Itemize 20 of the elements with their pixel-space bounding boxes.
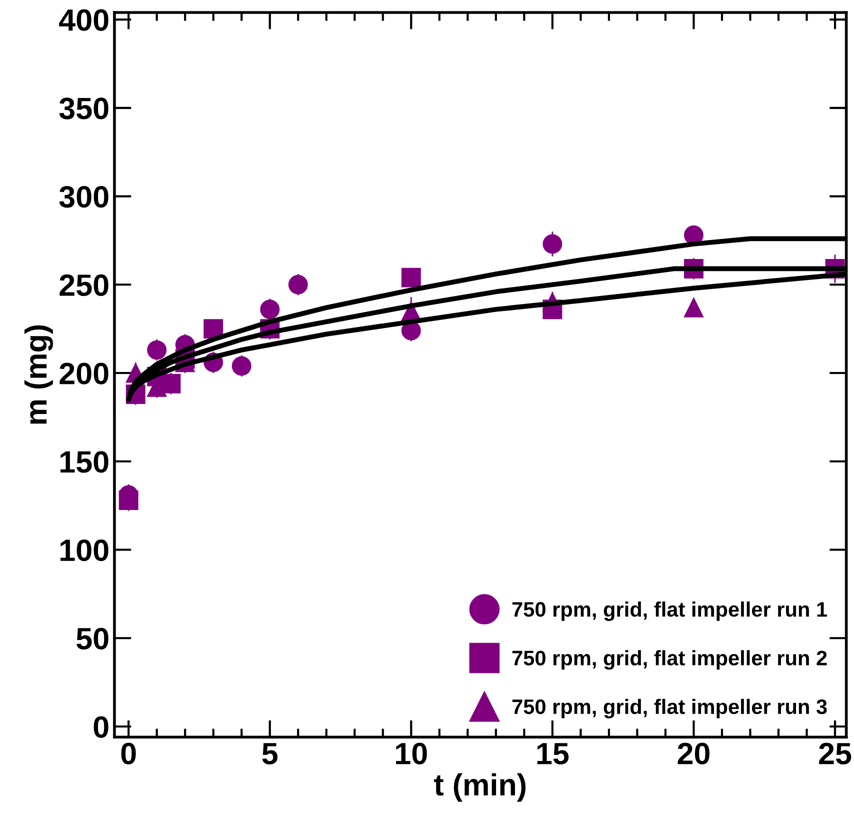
y-tick-label: 150	[60, 451, 108, 473]
legend-label: 750 rpm, grid, flat impeller run 3	[512, 698, 827, 718]
y-axis-title: m (mg)	[24, 325, 54, 424]
y-tick-label: 100	[60, 539, 108, 562]
y-tick-label: 50	[76, 628, 108, 650]
y-tick-label: 400	[59, 9, 108, 31]
x-axis-title: t (min)	[434, 773, 526, 802]
x-tick-label: 0	[121, 742, 136, 764]
y-tick-label: 300	[59, 186, 108, 208]
legend-label: 750 rpm, grid, flat impeller run 2	[512, 650, 827, 670]
x-tick-label: 15	[537, 743, 569, 764]
y-tick-label: 200	[60, 362, 108, 384]
x-tick-label: 10	[396, 742, 427, 764]
x-tick-label: 25	[819, 742, 852, 764]
x-tick-label: 20	[678, 742, 710, 764]
y-tick-label: 350	[59, 98, 108, 120]
legend-label: 750 rpm, grid, flat impeller run 1	[512, 601, 827, 621]
y-tick-label: 0	[94, 716, 108, 738]
x-tick-label: 5	[262, 743, 278, 764]
y-tick-label: 250	[60, 274, 108, 296]
